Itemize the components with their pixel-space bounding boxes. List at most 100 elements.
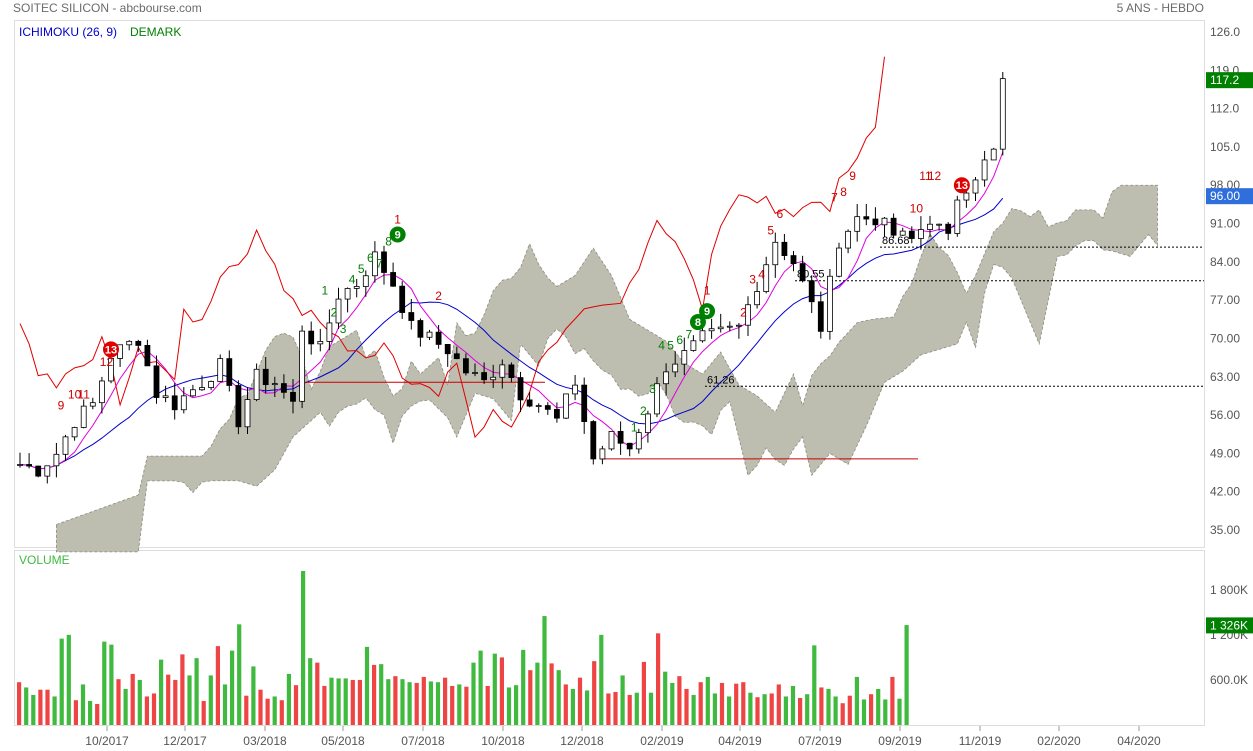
- demark-label: DEMARK: [130, 25, 181, 39]
- volume-bar-down: [869, 694, 874, 725]
- volume-bar-up: [237, 624, 242, 725]
- volume-bar-up: [52, 696, 57, 725]
- price-tick-label: 56.00: [1210, 408, 1240, 422]
- candle-down: [144, 345, 151, 367]
- demark-count: 7: [831, 191, 838, 205]
- candle-up: [162, 395, 169, 398]
- volume-bar-down: [684, 688, 689, 725]
- volume-bar-down: [144, 696, 149, 725]
- candle-up: [326, 322, 333, 342]
- volume-bar-down: [180, 654, 185, 725]
- x-axis: 10/2017 12/2017 03/2018 05/2018 07/2018 10/20…: [85, 726, 1161, 748]
- volume-bar-up: [904, 625, 909, 725]
- x-tick-label: 05/2018: [321, 734, 365, 748]
- volume-bar-up: [286, 673, 291, 725]
- candle-up: [990, 148, 997, 161]
- demark-count: 6: [777, 207, 784, 221]
- demark-count: 11: [77, 388, 90, 402]
- candle-up: [999, 78, 1006, 150]
- volume-bar-up: [109, 644, 114, 725]
- volume-bar-up: [585, 690, 590, 725]
- volume-bar-down: [613, 691, 618, 725]
- volume-bar-up: [457, 684, 462, 725]
- candle-down: [872, 218, 879, 226]
- x-tick-label: 09/2019: [878, 734, 922, 748]
- candle-up: [599, 448, 606, 460]
- volume-bar-up: [762, 694, 767, 725]
- volume-bar-down: [819, 687, 824, 725]
- candle-up: [754, 291, 760, 306]
- last-volume-badge: [1206, 617, 1253, 634]
- volume-bar-up: [599, 634, 604, 725]
- volume-bar-up: [400, 679, 405, 725]
- demark-count: 4: [349, 273, 356, 287]
- volume-bar-up: [379, 664, 384, 725]
- level-badge: [1206, 188, 1253, 205]
- volume-bar-down: [322, 685, 327, 725]
- candle-down: [526, 399, 533, 407]
- price-tick-label: 91.00: [1210, 217, 1240, 231]
- demark-count: 12: [100, 355, 114, 369]
- volume-bar-up: [123, 688, 128, 725]
- candle-down: [35, 465, 42, 477]
- candle-up: [681, 350, 688, 365]
- volume-bar-up: [407, 682, 412, 725]
- candle-down: [262, 368, 269, 386]
- volume-bar-up: [876, 688, 881, 725]
- volume-bar-up: [137, 679, 142, 725]
- candle-up: [690, 340, 697, 351]
- candle-down: [153, 365, 160, 398]
- candle-down: [517, 377, 524, 401]
- volume-bar-down: [414, 682, 419, 725]
- candle-up: [126, 340, 133, 346]
- volume-bar-up: [663, 671, 668, 725]
- price-tick-label: 126.0: [1210, 25, 1240, 39]
- volume-bar-down: [656, 633, 661, 725]
- volume-bar-up: [435, 682, 441, 725]
- volume-bar-up: [506, 687, 512, 725]
- candle-up: [535, 405, 542, 407]
- volume-bar-down: [677, 676, 682, 725]
- candle-up: [189, 389, 196, 397]
- volume-bar-down: [499, 657, 504, 725]
- candle-down: [590, 421, 597, 460]
- candle-up: [772, 241, 779, 266]
- candle-up: [726, 325, 733, 328]
- volume-bar-up: [251, 666, 256, 725]
- volume-bar-up: [80, 684, 86, 725]
- demark-count: 6: [676, 333, 683, 347]
- candle-up: [663, 371, 669, 385]
- demark-badge-label: 13: [956, 180, 968, 192]
- candle-up: [836, 247, 842, 277]
- volume-bar-up: [336, 678, 341, 725]
- candle-down: [554, 408, 560, 419]
- volume-bar-up: [230, 650, 235, 725]
- candle-up: [499, 364, 506, 378]
- x-tick-label: 03/2018: [243, 734, 287, 748]
- volume-bar-up: [329, 677, 334, 725]
- x-tick-label: 04/2019: [718, 734, 762, 748]
- demark-count: 9: [849, 169, 856, 183]
- volume-bar-down: [847, 695, 852, 725]
- demark-count: 6: [367, 251, 374, 265]
- volume-bar-up: [691, 694, 696, 725]
- candle-down: [908, 230, 915, 239]
- ichimoku-cloud: [56, 184, 1158, 553]
- volume-bar-down: [592, 661, 597, 725]
- volume-bar-up: [861, 699, 867, 725]
- volume-bar-up: [194, 658, 199, 725]
- candle-down: [417, 320, 424, 338]
- volume-bar-up: [428, 681, 433, 725]
- volume-tick-label: 1 800K: [1210, 583, 1248, 597]
- candle-up: [271, 383, 278, 386]
- volume-bar-down: [151, 693, 157, 725]
- volume-bar-down: [350, 679, 355, 725]
- cloud-area: [56, 184, 1158, 553]
- volume-bar-up: [343, 678, 348, 725]
- volume-bar-down: [719, 682, 725, 725]
- candle-up: [335, 298, 342, 324]
- candle-up: [299, 330, 306, 402]
- candle-up: [572, 384, 578, 395]
- candle-up: [927, 223, 933, 230]
